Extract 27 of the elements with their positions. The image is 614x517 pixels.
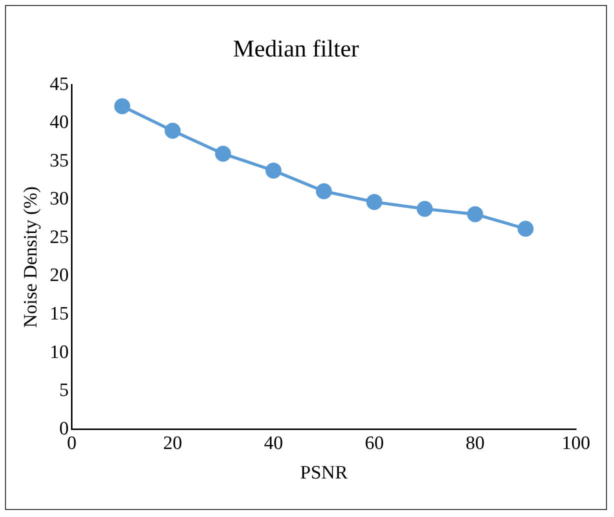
- x-tick-label: 40: [264, 432, 283, 454]
- point: [316, 183, 332, 200]
- point: [114, 98, 130, 114]
- y-axis-title: Noise Density (%): [20, 186, 42, 328]
- x-axis-title: PSNR: [300, 462, 348, 484]
- point: [164, 122, 181, 139]
- y-tick-label: 10: [50, 342, 69, 363]
- point: [518, 220, 534, 237]
- point: [366, 194, 382, 210]
- x-tick-label: 100: [562, 432, 590, 454]
- chart-title: Median filter: [233, 36, 359, 63]
- x-tick-label: 80: [466, 432, 485, 454]
- y-tick-label: 20: [50, 265, 69, 286]
- y-tick-label: 35: [50, 150, 69, 172]
- x-tick-label: 20: [163, 432, 182, 454]
- point: [467, 206, 484, 222]
- point: [215, 146, 232, 162]
- point: [416, 200, 433, 217]
- y-tick-label: 45: [50, 74, 69, 95]
- x-tick-label: 60: [364, 432, 384, 454]
- y-tick-label: 25: [50, 226, 69, 248]
- point: [265, 162, 282, 179]
- y-tick-label: 15: [50, 304, 69, 325]
- y-tick-label: 5: [59, 380, 69, 402]
- y-tick-label: 30: [50, 188, 69, 210]
- y-tick-label: 40: [50, 112, 69, 134]
- y-tick-label: 0: [59, 418, 69, 440]
